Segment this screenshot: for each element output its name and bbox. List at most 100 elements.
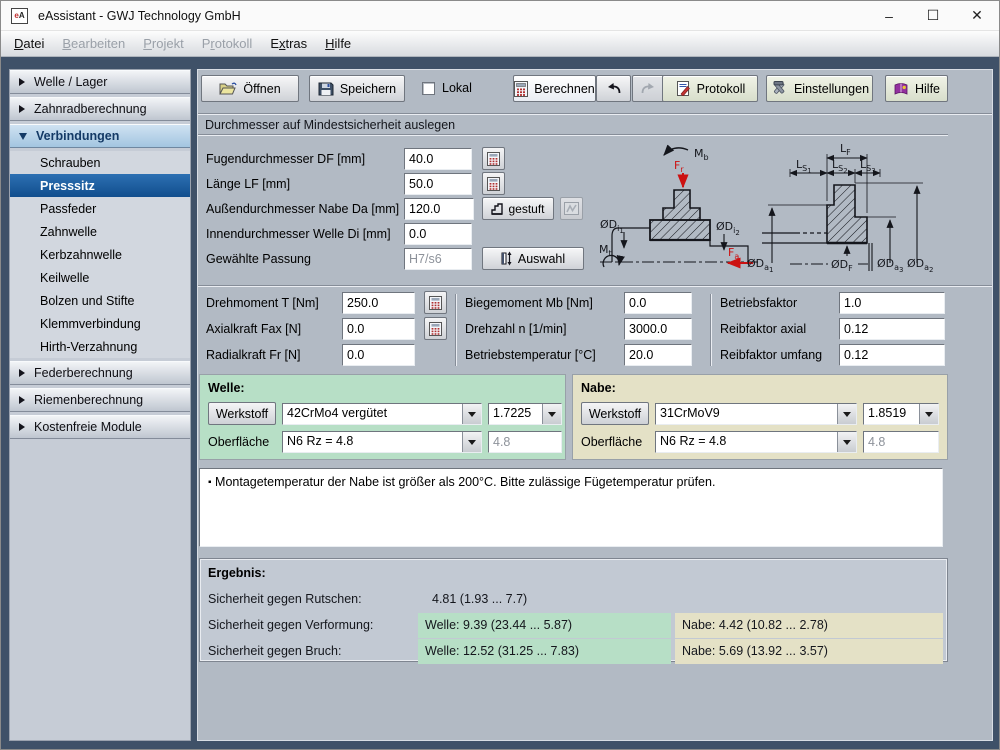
undo-button[interactable] — [596, 75, 631, 102]
calc-df-button[interactable] — [482, 147, 505, 170]
results-title: Ergebnis: — [208, 566, 266, 580]
sidebar-item-bolzen-stifte[interactable]: Bolzen und Stifte — [10, 289, 190, 312]
close-icon[interactable]: ✕ — [971, 7, 983, 23]
help-button[interactable]: Hilfe — [885, 75, 948, 102]
biegemoment-input[interactable] — [624, 292, 692, 314]
calculator-icon — [487, 176, 500, 191]
stepped-shaft-icon — [491, 202, 504, 215]
minimize-icon[interactable]: – — [885, 7, 893, 24]
divider — [710, 294, 712, 366]
fugendurchmesser-input[interactable] — [404, 148, 472, 170]
auswahl-button[interactable]: Auswahl — [482, 247, 584, 270]
report-button[interactable]: Protokoll — [662, 75, 758, 102]
axialkraft-input[interactable] — [342, 318, 415, 340]
sidebar-item-zahnradberechnung[interactable]: Zahnradberechnung — [10, 97, 190, 121]
chevron-right-icon — [19, 423, 25, 431]
chevron-right-icon — [19, 105, 25, 113]
welle-werkstoff-button[interactable]: Werkstoff — [208, 402, 276, 425]
innendurchmesser-input[interactable] — [404, 223, 472, 245]
nabe-roughness-input — [863, 431, 939, 453]
sidebar-item-schrauben[interactable]: Schrauben — [10, 151, 190, 174]
betriebstemperatur-input[interactable] — [624, 344, 692, 366]
sidebar-item-passfeder[interactable]: Passfeder — [10, 197, 190, 220]
result-label-bruch: Sicherheit gegen Bruch: — [208, 644, 342, 658]
nabe-surface-dropdown[interactable]: N6 Rz = 4.8 — [655, 431, 857, 453]
sidebar-item-riemenberechnung[interactable]: Riemenberechnung — [10, 388, 190, 412]
divider — [198, 134, 948, 136]
calculator-icon — [514, 80, 529, 97]
da3-label: ØD a 3 — [877, 257, 904, 274]
betriebsfaktor-input[interactable] — [839, 292, 945, 314]
field-label-aussendurchmesser: Außendurchmesser Nabe Da [mm] — [206, 202, 400, 216]
save-button[interactable]: Speichern — [309, 75, 405, 102]
graph-button[interactable] — [560, 197, 583, 220]
laenge-input[interactable] — [404, 173, 472, 195]
result-label-verformung: Sicherheit gegen Verformung: — [208, 618, 374, 632]
field-label-laenge: Länge LF [mm] — [206, 177, 291, 191]
message-box: ▪ Montagetemperatur der Nabe ist größer … — [199, 468, 943, 547]
drehzahl-input[interactable] — [624, 318, 692, 340]
calc-drehmoment-button[interactable] — [424, 291, 447, 314]
calculator-icon — [487, 151, 500, 166]
calc-axialkraft-button[interactable] — [424, 317, 447, 340]
sidebar-item-verbindungen[interactable]: Verbindungen — [10, 124, 190, 148]
calculate-button[interactable]: Berechnen — [513, 75, 596, 102]
sidebar-item-kostenfreie-module[interactable]: Kostenfreie Module — [10, 415, 190, 439]
local-checkbox[interactable]: Lokal — [422, 81, 472, 95]
aussendurchmesser-input[interactable] — [404, 198, 474, 220]
checkbox-icon — [422, 81, 435, 95]
report-icon — [676, 81, 690, 96]
nabe-material-number-dropdown[interactable]: 1.8519 — [863, 403, 939, 425]
welle-roughness-input — [488, 431, 562, 453]
drehmoment-input[interactable] — [342, 292, 415, 314]
result-verformung-welle: Welle: 9.39 (23.44 ... 5.87) — [418, 613, 671, 638]
dropdown-arrow-icon — [468, 411, 476, 417]
sidebar-item-klemmverbindung[interactable]: Klemmverbindung — [10, 312, 190, 335]
sidebar-item-federberechnung[interactable]: Federberechnung — [10, 361, 190, 385]
content-panel: Öffnen Speichern Lokal Berechnen — [197, 69, 993, 741]
field-label-passung: Gewählte Passung — [206, 252, 311, 266]
nabe-material-dropdown[interactable]: 31CrMoV9 — [655, 403, 857, 425]
chevron-right-icon — [19, 396, 25, 404]
field-label-innendurchmesser: Innendurchmesser Welle Di [mm] — [206, 227, 391, 241]
field-label-radialkraft: Radialkraft Fr [N] — [206, 348, 301, 362]
sidebar-item-zahnwelle[interactable]: Zahnwelle — [10, 220, 190, 243]
radialkraft-input[interactable] — [342, 344, 415, 366]
reibfaktor-axial-input[interactable] — [839, 318, 945, 340]
sidebar-item-hirth-verzahnung[interactable]: Hirth-Verzahnung — [10, 335, 190, 358]
calculator-icon — [429, 321, 442, 336]
field-label-drehzahl: Drehzahl n [1/min] — [465, 322, 567, 336]
df-label: ØD F — [831, 258, 853, 273]
settings-button[interactable]: Einstellungen — [766, 75, 873, 102]
gestuft-button[interactable]: gestuft — [482, 197, 554, 220]
result-label-rutschen: Sicherheit gegen Rutschen: — [208, 592, 362, 606]
welle-material-box: Welle: Werkstoff 42CrMo4 vergütet 1.7225… — [199, 374, 566, 460]
warning-text: Montagetemperatur der Nabe ist größer al… — [215, 475, 716, 489]
folder-open-icon — [219, 82, 237, 95]
fit-selection-icon — [501, 251, 512, 266]
welle-oberflaeche-label: Oberfläche — [208, 435, 270, 449]
sidebar-item-kerbzahnwelle[interactable]: Kerbzahnwelle — [10, 243, 190, 266]
reibfaktor-umfang-input[interactable] — [839, 344, 945, 366]
chevron-right-icon — [19, 78, 25, 86]
calc-lf-button[interactable] — [482, 172, 505, 195]
main-area: Welle / Lager Zahnradberechnung Verbindu… — [1, 57, 999, 749]
open-button[interactable]: Öffnen — [201, 75, 299, 102]
sidebar-item-welle-lager[interactable]: Welle / Lager — [10, 70, 190, 94]
welle-material-number-dropdown[interactable]: 1.7225 — [488, 403, 562, 425]
sidebar-item-keilwelle[interactable]: Keilwelle — [10, 266, 190, 289]
welle-surface-dropdown[interactable]: N6 Rz = 4.8 — [282, 431, 482, 453]
welle-material-dropdown[interactable]: 42CrMo4 vergütet — [282, 403, 482, 425]
redo-button[interactable] — [632, 75, 665, 102]
sidebar-item-presssitz[interactable]: Presssitz — [10, 174, 190, 197]
nabe-werkstoff-button[interactable]: Werkstoff — [581, 402, 649, 425]
maximize-icon[interactable]: ☐ — [926, 7, 940, 23]
field-label-drehmoment: Drehmoment T [Nm] — [206, 296, 319, 310]
